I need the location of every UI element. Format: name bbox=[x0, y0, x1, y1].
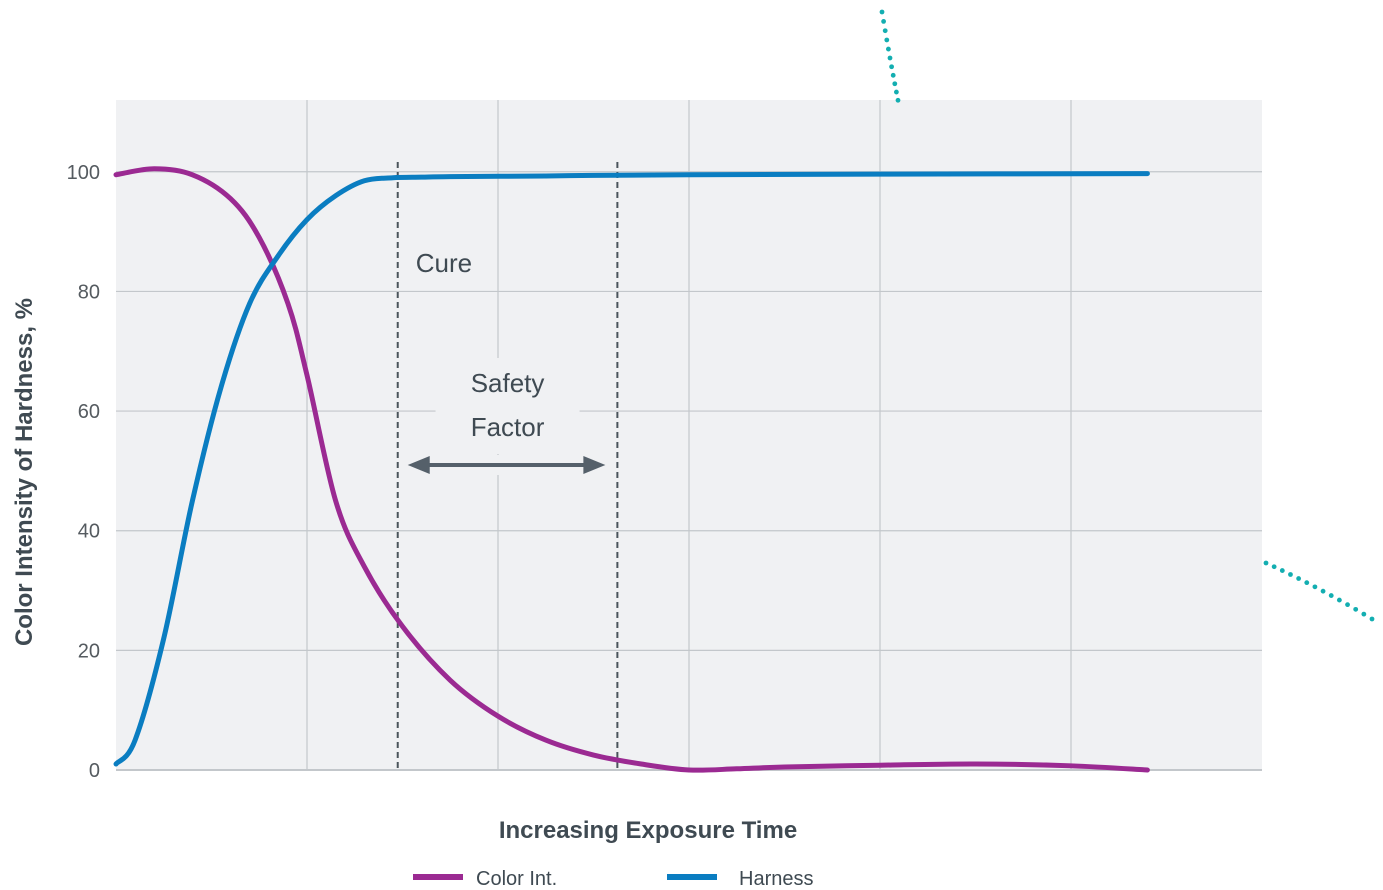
decor-dot-19 bbox=[1328, 593, 1334, 598]
decor-dot-2 bbox=[882, 28, 888, 34]
y-tick-labels: 0 20 40 60 80 100 bbox=[67, 162, 100, 782]
decor-dot-9 bbox=[894, 89, 899, 95]
series-lines bbox=[113, 166, 1150, 773]
safety-label-line2: Factor bbox=[471, 412, 545, 442]
decor-dot-13 bbox=[1279, 568, 1285, 573]
decor-dot-22 bbox=[1353, 606, 1359, 612]
series-line-color-int bbox=[113, 166, 1150, 773]
legend-label-color-int: Color Int. bbox=[476, 868, 557, 890]
y-tick-label-40: 40 bbox=[78, 521, 100, 543]
y-tick-label-0: 0 bbox=[89, 760, 100, 782]
safety-arrow-left-head bbox=[407, 456, 430, 474]
decor-dot-20 bbox=[1336, 597, 1342, 603]
cure-label: Cure bbox=[416, 248, 472, 278]
legend: Color Int. Harness bbox=[413, 868, 813, 890]
decor-dot-18 bbox=[1320, 588, 1326, 594]
decor-dot-12 bbox=[1271, 564, 1277, 570]
decor-dot-3 bbox=[884, 37, 890, 43]
safety-label-line1: Safety bbox=[471, 368, 545, 398]
decor-dot-21 bbox=[1345, 602, 1350, 608]
y-tick-label-80: 80 bbox=[78, 281, 100, 303]
decor-dot-16 bbox=[1304, 580, 1310, 586]
series-line-harness bbox=[113, 171, 1150, 767]
decor-dot-10 bbox=[895, 97, 901, 103]
y-tick-label-60: 60 bbox=[78, 401, 100, 423]
decor-dot-8 bbox=[892, 81, 898, 87]
decorative-dots bbox=[879, 9, 1375, 622]
decor-dot-14 bbox=[1288, 572, 1293, 577]
decor-dot-6 bbox=[889, 64, 894, 70]
y-tick-label-20: 20 bbox=[78, 640, 100, 662]
y-axis-title: Color Intensity of Hardness, % bbox=[11, 298, 38, 646]
decor-dot-4 bbox=[886, 46, 891, 52]
x-axis-title: Increasing Exposure Time bbox=[499, 817, 797, 844]
y-tick-label-100: 100 bbox=[67, 162, 100, 184]
decor-dot-15 bbox=[1296, 576, 1302, 581]
decor-dot-11 bbox=[1263, 560, 1269, 566]
decor-dot-24 bbox=[1369, 616, 1375, 622]
decor-dot-5 bbox=[887, 55, 893, 61]
marker-lines bbox=[396, 162, 619, 770]
decor-dot-7 bbox=[890, 72, 896, 78]
safety-arrow-right-head bbox=[583, 456, 606, 474]
safety-label-background bbox=[435, 358, 580, 454]
decor-dot-1 bbox=[881, 18, 886, 24]
legend-label-harness: Harness bbox=[739, 868, 813, 890]
decor-dot-17 bbox=[1312, 584, 1318, 590]
decor-dot-0 bbox=[879, 9, 885, 15]
safety-factor-annotation: Cure Safety Factor bbox=[407, 248, 606, 475]
decor-dot-23 bbox=[1361, 611, 1367, 617]
grid-lines bbox=[116, 100, 1262, 771]
